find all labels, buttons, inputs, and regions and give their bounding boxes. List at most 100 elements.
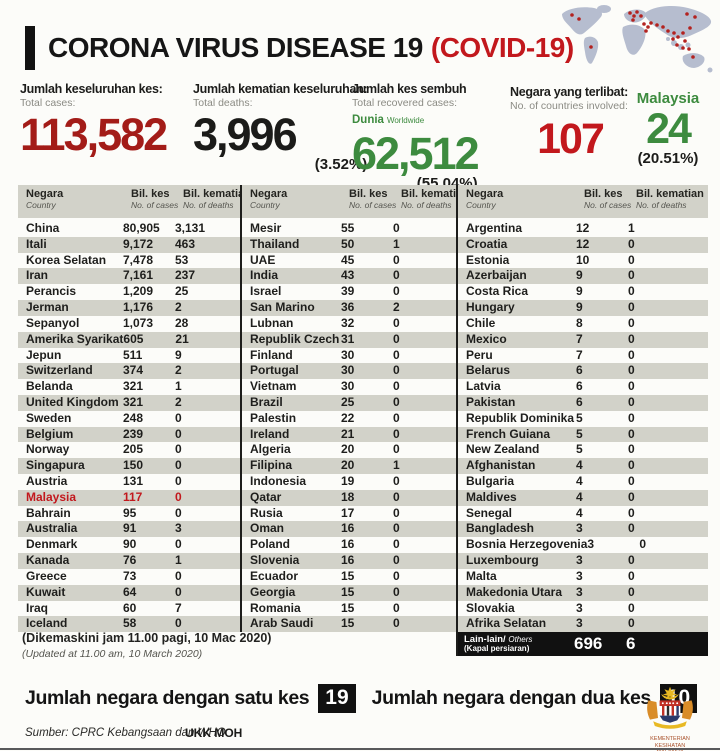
country-cell: New Zealand	[466, 442, 540, 457]
others-cruise-ship-row: Lain-lain/ Others (Kapal persiaran) 696 …	[458, 632, 708, 657]
table-rows: Mesir 55 0 Thailand 50 1 UAE 45 0 India 43 0 Israel 3…	[242, 221, 458, 633]
country-cell: Palestin	[250, 410, 297, 425]
cases-cell: 3	[587, 537, 595, 552]
table-row: Portugal 30 0	[242, 363, 458, 380]
deaths-cell: 0	[175, 616, 182, 631]
world-map-icon	[562, 5, 713, 73]
country-cell: Brazil	[250, 394, 283, 409]
header-no-of-deaths: No. of deaths	[401, 200, 452, 210]
cases-cell: 95	[123, 505, 137, 520]
deaths-cell: 0	[628, 268, 635, 283]
table-row: Kuwait 64 0	[18, 584, 240, 601]
table-row: Greece 73 0	[18, 569, 240, 585]
deaths-cell: 0	[393, 616, 400, 631]
table-row: Republik Dominika 5 0	[458, 411, 708, 427]
deaths-cell: 1	[175, 553, 182, 568]
country-cell: Bahrain	[26, 505, 71, 520]
header-country: Country	[250, 200, 280, 210]
deaths-cell: 0	[628, 521, 635, 536]
table-row: Israel 39 0	[242, 284, 458, 300]
cases-cell: 20	[341, 442, 355, 457]
cases-cell: 3	[576, 616, 583, 631]
table-row: French Guiana 5 0	[458, 426, 708, 443]
cases-cell: 64	[123, 584, 137, 599]
table-row: Argentina 12 1	[458, 221, 708, 237]
table-row: Norway 205 0	[18, 442, 240, 458]
others-label-note: (Kapal persiaran)	[464, 643, 530, 653]
ministry-line2: MALAYSIA	[656, 749, 683, 751]
deaths-cell: 0	[639, 537, 647, 552]
cases-cell: 58	[123, 616, 137, 631]
table-row: Estonia 10 0	[458, 253, 708, 269]
country-cell: Georgia	[250, 584, 296, 599]
country-cell: Malta	[466, 568, 497, 583]
cases-cell: 5	[576, 410, 583, 425]
deaths-cell: 1	[393, 458, 400, 473]
table-row: Finland 30 0	[242, 348, 458, 364]
cases-cell: 30	[341, 347, 355, 362]
deaths-cell: 0	[393, 489, 400, 504]
deaths-cell: 0	[175, 410, 182, 425]
deaths-cell: 7	[175, 600, 182, 615]
deaths-cell: 0	[393, 379, 400, 394]
table-row: Malaysia 117 0	[18, 489, 240, 506]
table-rows: Argentina 12 1 Croatia 12 0 Estonia 10 0 Azerbaij…	[458, 221, 708, 633]
stat-recovered: Jumlah kes sembuh Total recovered cases:…	[352, 82, 480, 192]
table-row: Denmark 90 0	[18, 537, 240, 553]
agency-text: UKK MOH	[185, 726, 243, 740]
cases-cell: 6	[576, 379, 583, 394]
countries-value: 107	[537, 115, 605, 163]
cases-cell: 1,176	[123, 300, 154, 315]
table-row: Pakistan 6 0	[458, 394, 708, 411]
others-cases-value: 696	[574, 634, 603, 654]
country-cell: Indonesia	[250, 474, 307, 488]
total-deaths-value: 3,996	[193, 109, 298, 160]
country-cell: Luxembourg	[466, 553, 539, 568]
country-cell: Costa Rica	[466, 284, 529, 299]
cases-cell: 3	[576, 600, 583, 615]
cases-cell: 1,209	[123, 284, 154, 299]
cases-cell: 18	[341, 489, 355, 504]
cases-cell: 4	[576, 505, 583, 520]
country-cell: Kuwait	[26, 584, 66, 599]
country-cell: Itali	[26, 236, 47, 251]
ministry-line1: KEMENTERIAN KESIHATAN	[650, 736, 690, 749]
header-bil-kematian: Bil. kematian	[183, 188, 251, 200]
table-row: Australia 91 3	[18, 521, 240, 538]
others-label-en: Others	[508, 634, 533, 644]
stat-label-ms: Jumlah kematian keseluruhan:	[193, 82, 368, 96]
deaths-cell: 0	[628, 600, 635, 615]
cases-cell: 3	[576, 553, 583, 568]
country-cell: United Kingdom	[26, 394, 119, 409]
country-cell: Malaysia	[26, 489, 77, 504]
cases-cell: 7,478	[123, 252, 154, 267]
bottom-divider	[0, 748, 720, 750]
country-cell: Slovakia	[466, 600, 515, 615]
cases-cell: 117	[123, 489, 143, 504]
header-bil-kes: Bil. kes	[131, 188, 170, 200]
country-cell: Latvia	[466, 379, 501, 394]
table-row: Filipina 20 1	[242, 458, 458, 474]
table-row: Romania 15 0	[242, 601, 458, 617]
table-row: Ireland 21 0	[242, 426, 458, 443]
table-row: Rusia 17 0	[242, 506, 458, 522]
country-cell: Peru	[466, 347, 493, 362]
cases-cell: 321	[123, 379, 144, 394]
deaths-cell: 0	[393, 284, 400, 299]
table-row: Iceland 58 0	[18, 616, 240, 633]
table-row: San Marino 36 2	[242, 300, 458, 316]
deaths-cell: 0	[628, 489, 635, 504]
cases-cell: 4	[576, 474, 583, 488]
deaths-cell: 0	[628, 363, 635, 378]
cases-cell: 131	[123, 474, 144, 488]
country-cell: Australia	[26, 521, 78, 536]
table-row: UAE 45 0	[242, 253, 458, 269]
page-title: CORONA VIRUS DISEASE 19 (COVID-19)	[48, 32, 574, 64]
deaths-cell: 0	[393, 363, 400, 378]
country-cell: Israel	[250, 284, 282, 299]
deaths-cell: 0	[393, 553, 400, 568]
moh-malaysia-logo: KEMENTERIAN KESIHATAN MALAYSIA	[636, 686, 704, 751]
header-no-of-cases: No. of cases	[584, 200, 632, 210]
total-cases-value: 113,582	[20, 109, 168, 160]
table-row: Maldives 4 0	[458, 489, 708, 506]
